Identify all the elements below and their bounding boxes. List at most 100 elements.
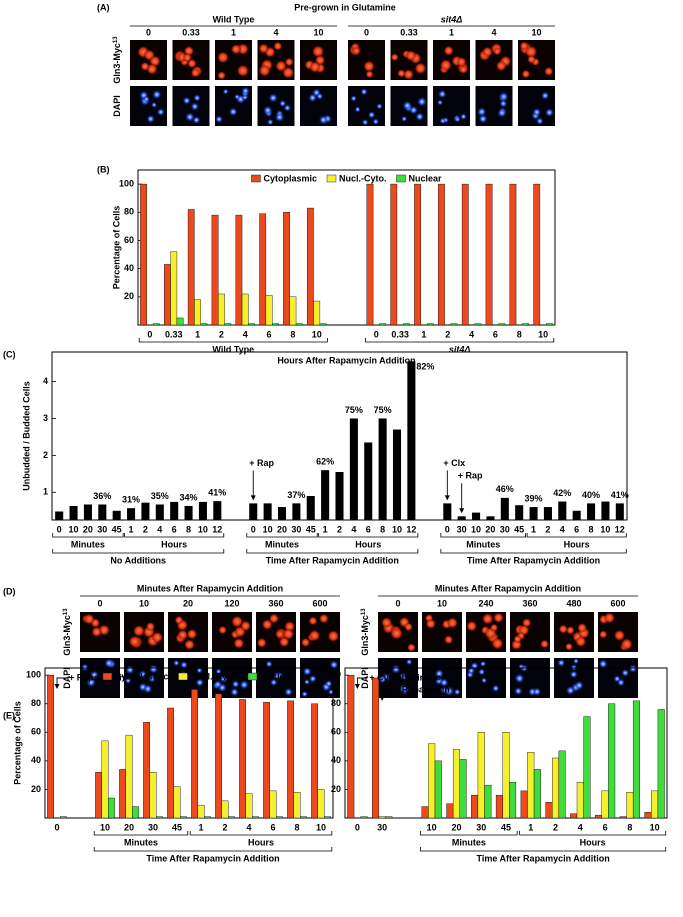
x-tick-label: 30 <box>457 524 467 534</box>
cell <box>218 625 227 635</box>
x-tick-label: 10 <box>392 524 402 534</box>
cell <box>182 96 191 105</box>
micrograph <box>466 658 506 698</box>
bar-note: 40% <box>582 490 600 500</box>
row-label-sup: 13 <box>113 36 119 43</box>
cell <box>351 46 361 56</box>
cell <box>81 663 89 672</box>
y-tick-label: 80 <box>331 698 341 708</box>
bar <box>360 816 368 819</box>
bar <box>306 207 314 326</box>
cell <box>478 668 486 676</box>
cell <box>279 99 287 108</box>
group-label: Time After Rapamycin Addition <box>477 853 610 863</box>
group-label: Time After Rapamycin Addition <box>146 853 279 863</box>
bar <box>533 769 541 819</box>
x-tick-label: 30 <box>377 822 387 832</box>
segment-label: Minutes <box>265 539 299 549</box>
micrograph <box>256 612 296 652</box>
column-label: 600 <box>312 598 327 608</box>
legend-swatch <box>326 174 337 183</box>
bar <box>545 802 553 819</box>
bar <box>324 816 331 819</box>
cell <box>147 674 157 683</box>
bar <box>485 183 493 326</box>
x-tick-label: 10 <box>312 329 322 339</box>
cell <box>557 658 566 667</box>
cell <box>444 635 454 645</box>
bar <box>98 504 107 520</box>
cell <box>231 680 240 689</box>
x-tick-label: 20 <box>277 524 287 534</box>
x-tick-label: 10 <box>650 822 660 832</box>
legend-swatch <box>396 174 406 183</box>
bar <box>403 323 410 326</box>
bar-note: 75% <box>345 405 363 415</box>
cell <box>301 690 309 698</box>
bar <box>484 784 492 819</box>
group-label: Wild Type <box>212 344 254 354</box>
cell <box>443 45 454 56</box>
bar <box>265 295 273 326</box>
micrograph <box>518 40 555 80</box>
bar <box>47 674 55 819</box>
row-label-text: Gln3-Myc <box>62 615 72 656</box>
bar <box>407 361 416 520</box>
legend-swatch <box>251 174 261 183</box>
bar <box>461 183 469 326</box>
bar <box>349 418 358 520</box>
column-label: 0.33 <box>182 27 200 37</box>
bar <box>450 323 458 326</box>
bar <box>543 507 552 520</box>
arrow-label: + Clx <box>443 458 465 468</box>
cell <box>266 118 274 126</box>
bar <box>335 472 344 520</box>
bar <box>378 418 387 520</box>
bar <box>522 323 529 326</box>
bracket <box>440 549 627 554</box>
cell <box>360 87 368 96</box>
y-tick-label: 20 <box>31 784 41 794</box>
cell <box>152 89 162 100</box>
cell <box>439 58 453 72</box>
bracket <box>246 549 419 554</box>
micrograph <box>80 658 120 698</box>
bar <box>60 816 67 819</box>
group-label: No Additions <box>110 555 166 565</box>
micrograph <box>256 658 296 698</box>
x-tick-label: 6 <box>366 524 371 534</box>
cell <box>318 115 329 125</box>
arrow-head <box>459 508 465 514</box>
cell <box>148 664 159 674</box>
bar-note: 41% <box>611 490 629 500</box>
cell <box>183 639 196 651</box>
micrograph <box>130 40 167 80</box>
cell <box>598 659 608 669</box>
cell <box>391 664 401 674</box>
cell <box>174 615 184 625</box>
x-tick-label: 6 <box>603 822 608 832</box>
bar <box>529 507 538 520</box>
bar <box>127 508 136 520</box>
cell <box>415 112 425 122</box>
cell <box>521 617 532 628</box>
cell <box>300 637 311 648</box>
column-label: 0 <box>146 27 151 37</box>
bar <box>495 794 503 819</box>
x-tick-label: 8 <box>380 524 385 534</box>
bar <box>101 740 109 819</box>
cell <box>476 106 487 117</box>
micrograph <box>130 86 167 126</box>
bar <box>170 251 178 326</box>
cell <box>239 680 249 690</box>
cell <box>376 102 383 110</box>
cell <box>544 107 554 118</box>
cell <box>217 71 226 80</box>
x-tick-label: 12 <box>212 524 222 534</box>
column-label: 10 <box>531 27 541 37</box>
cell <box>437 99 444 106</box>
legend-swatch <box>102 672 113 681</box>
cell <box>262 105 273 116</box>
bar <box>289 296 297 326</box>
